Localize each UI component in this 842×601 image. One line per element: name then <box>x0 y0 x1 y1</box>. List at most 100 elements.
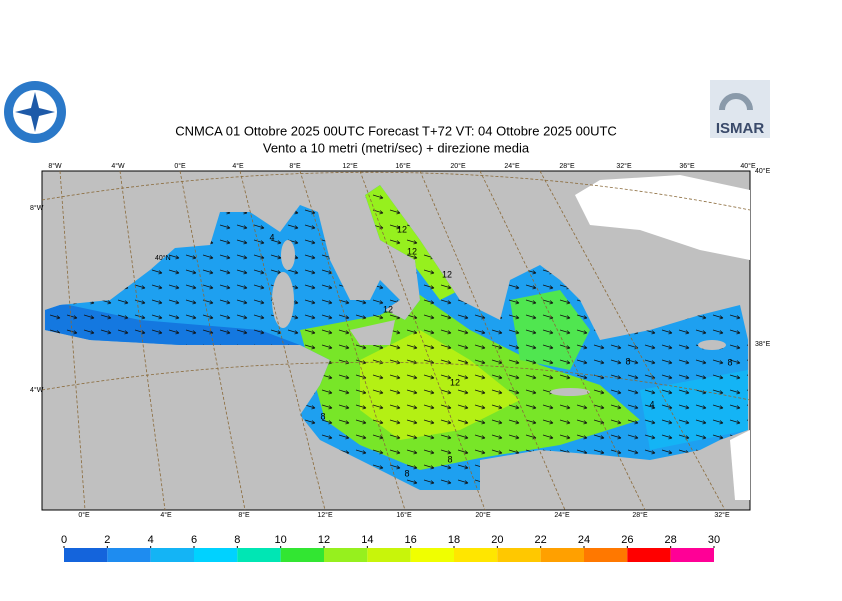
wind-arrow <box>508 359 520 365</box>
wind-arrow <box>372 374 384 380</box>
wind-arrow <box>236 254 248 260</box>
wind-arrow <box>389 434 401 440</box>
wind-arrow <box>168 329 180 335</box>
lon-label: 28°E <box>559 162 575 170</box>
wind-arrow <box>372 344 384 350</box>
colorbar-label: 24 <box>578 534 590 546</box>
colorbar-label: 26 <box>621 534 633 546</box>
wind-arrow <box>644 419 656 425</box>
wind-arrow <box>406 419 418 425</box>
wind-arrow <box>508 434 520 440</box>
wind-arrow <box>236 284 248 290</box>
wind-arrow <box>593 359 605 365</box>
wind-arrow <box>440 479 452 485</box>
wind-arrow <box>338 314 350 320</box>
wind-arrow <box>712 374 724 380</box>
wind-arrow <box>423 404 435 410</box>
wind-arrow <box>559 359 571 365</box>
wind-arrow <box>338 344 350 350</box>
wind-arrow <box>372 434 384 440</box>
wind-arrow <box>576 329 588 335</box>
wind-arrow <box>525 299 537 305</box>
wind-arrow <box>304 224 316 230</box>
colorbar-segment <box>540 548 584 562</box>
colorbar-segment <box>670 548 714 562</box>
colorbar-segment <box>627 548 671 562</box>
wind-arrow <box>321 284 333 290</box>
wind-arrow <box>457 359 469 365</box>
wind-arrow <box>508 329 520 335</box>
wind-arrow <box>355 419 367 425</box>
wind-arrow <box>712 434 724 440</box>
wind-arrow <box>406 344 418 350</box>
wind-arrow <box>100 329 112 335</box>
wind-arrow <box>712 419 724 425</box>
colorbar-segment <box>194 548 238 562</box>
wind-arrow <box>576 344 588 350</box>
wind-arrow <box>678 404 690 410</box>
wind-arrow <box>287 269 299 275</box>
wind-arrow <box>236 224 248 230</box>
wind-arrow <box>406 479 418 485</box>
wind-arrow <box>134 299 146 305</box>
title: CNMCA 01 Ottobre 2025 00UTC Forecast T+7… <box>175 123 617 138</box>
wind-arrow <box>508 449 520 455</box>
wind-arrow <box>219 239 231 245</box>
wind-arrow <box>644 404 656 410</box>
wind-arrow <box>559 374 571 380</box>
wind-arrow <box>474 344 486 350</box>
wind-arrow <box>593 449 605 455</box>
wind-arrow <box>644 434 656 440</box>
lat-label: 8°W <box>30 204 44 212</box>
wind-arrow <box>202 254 214 260</box>
contour-label: 8 <box>625 356 630 366</box>
wind-arrow <box>542 344 554 350</box>
wind-arrow <box>559 434 571 440</box>
wind-arrow <box>219 299 231 305</box>
wind-arrow <box>423 389 435 395</box>
colorbar-segment <box>280 548 324 562</box>
wind-arrow <box>712 404 724 410</box>
wind-arrow <box>695 359 707 365</box>
wind-arrow <box>389 374 401 380</box>
wind-arrow <box>151 329 163 335</box>
wind-arrow <box>185 299 197 305</box>
wind-arrow <box>491 434 503 440</box>
lon-label: 12°E <box>342 162 358 170</box>
wind-arrow <box>406 254 418 260</box>
wind-arrow <box>321 389 333 395</box>
wind-arrow <box>695 374 707 380</box>
wind-arrow <box>423 329 435 335</box>
wind-arrow <box>440 299 452 305</box>
wind-arrow <box>440 419 452 425</box>
wind-arrow <box>389 344 401 350</box>
wind-arrow <box>372 194 384 200</box>
wind-arrow <box>338 299 350 305</box>
wind-arrow <box>389 209 401 215</box>
wind-arrow <box>406 239 418 245</box>
wind-arrow <box>729 374 741 380</box>
wind-arrow <box>168 299 180 305</box>
lon-label: 8°E <box>238 511 250 519</box>
wind-arrow <box>610 374 622 380</box>
wind-arrow <box>355 299 367 305</box>
wind-arrow <box>389 239 401 245</box>
wind-arrow <box>542 404 554 410</box>
wind-arrow <box>134 314 146 320</box>
wind-arrow <box>304 239 316 245</box>
wind-arrow <box>253 299 265 305</box>
wind-arrow <box>338 329 350 335</box>
wind-arrow <box>355 314 367 320</box>
wind-arrow <box>423 374 435 380</box>
wind-arrow <box>219 224 231 230</box>
wind-arrow <box>593 434 605 440</box>
wind-arrow <box>134 284 146 290</box>
wind-arrow <box>168 314 180 320</box>
colorbar-label: 10 <box>275 534 287 546</box>
wind-arrow <box>253 284 265 290</box>
wind-arrow <box>474 374 486 380</box>
wind-arrow <box>423 299 435 305</box>
wind-arrow <box>644 344 656 350</box>
colorbar-label: 6 <box>191 534 197 546</box>
wind-arrow <box>729 419 741 425</box>
